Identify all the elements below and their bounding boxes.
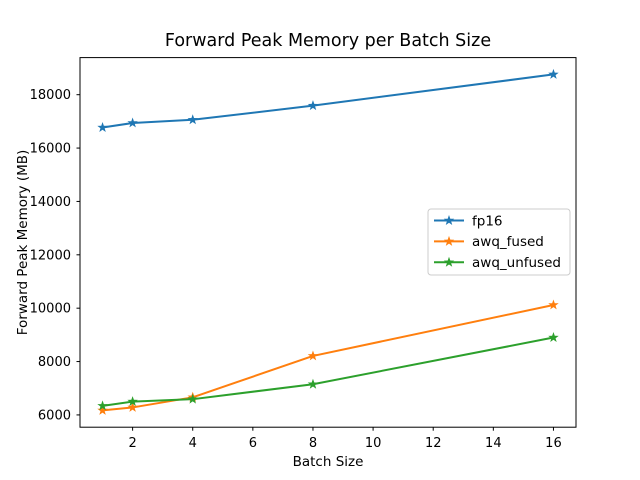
star-marker-icon — [97, 404, 108, 415]
y-tick-label: 16000 — [30, 142, 71, 157]
series-line — [101, 303, 555, 412]
star-marker-icon — [548, 332, 559, 342]
series-awq_fused — [97, 299, 559, 415]
legend-label: fp16 — [472, 213, 503, 229]
series-fp16 — [97, 68, 559, 132]
y-axis: 6000 8000 10000 12000 14000 16000 18000 — [30, 88, 80, 423]
plot-frame — [79, 57, 577, 428]
legend-entry-awq_fused: awq_fused — [434, 234, 544, 250]
x-tick-label: 10 — [365, 436, 382, 451]
star-marker-icon — [443, 215, 455, 225]
x-tick-label: 14 — [485, 436, 502, 451]
legend: fp16 awq_fused awq_unfused — [427, 208, 571, 276]
star-marker-icon — [127, 401, 138, 412]
legend-entry-fp16: fp16 — [434, 213, 503, 229]
y-axis-label: Forward Peak Memory (MB) — [15, 150, 31, 336]
legend-label: awq_unfused — [472, 255, 561, 271]
x-tick-label: 8 — [309, 436, 317, 451]
star-marker-icon — [307, 100, 319, 111]
y-tick-label: 14000 — [30, 195, 71, 210]
x-tick-label: 4 — [189, 436, 197, 451]
star-marker-icon — [97, 400, 108, 411]
series-awq_unfused — [97, 332, 559, 411]
x-axis: 2 4 6 8 10 12 14 16 — [128, 427, 562, 451]
y-tick-label: 18000 — [30, 88, 71, 103]
x-tick-label: 6 — [249, 436, 257, 451]
y-tick-label: 10000 — [30, 302, 71, 317]
star-marker-icon — [187, 114, 198, 125]
legend-box — [427, 208, 571, 276]
star-marker-icon — [443, 235, 455, 246]
x-tick-label: 12 — [425, 436, 442, 451]
series-line — [101, 336, 555, 407]
star-marker-icon — [127, 117, 138, 128]
legend-entry-awq_unfused: awq_unfused — [434, 255, 561, 271]
y-tick-label: 6000 — [38, 408, 71, 423]
star-marker-icon — [548, 299, 559, 310]
y-tick-label: 8000 — [38, 355, 71, 370]
y-tick-label: 12000 — [30, 248, 71, 263]
star-marker-icon — [307, 350, 319, 361]
star-marker-icon — [127, 396, 138, 407]
legend-label: awq_fused — [472, 234, 544, 250]
star-marker-icon — [307, 378, 319, 389]
series-line — [101, 73, 555, 129]
star-marker-icon — [548, 68, 559, 79]
x-tick-label: 16 — [545, 436, 562, 451]
x-axis-label: Batch Size — [293, 454, 364, 470]
star-marker-icon — [443, 256, 455, 267]
x-tick-label: 2 — [128, 436, 136, 451]
star-marker-icon — [97, 122, 108, 132]
star-marker-icon — [187, 393, 198, 404]
chart-title: Forward Peak Memory per Batch Size — [165, 31, 491, 51]
